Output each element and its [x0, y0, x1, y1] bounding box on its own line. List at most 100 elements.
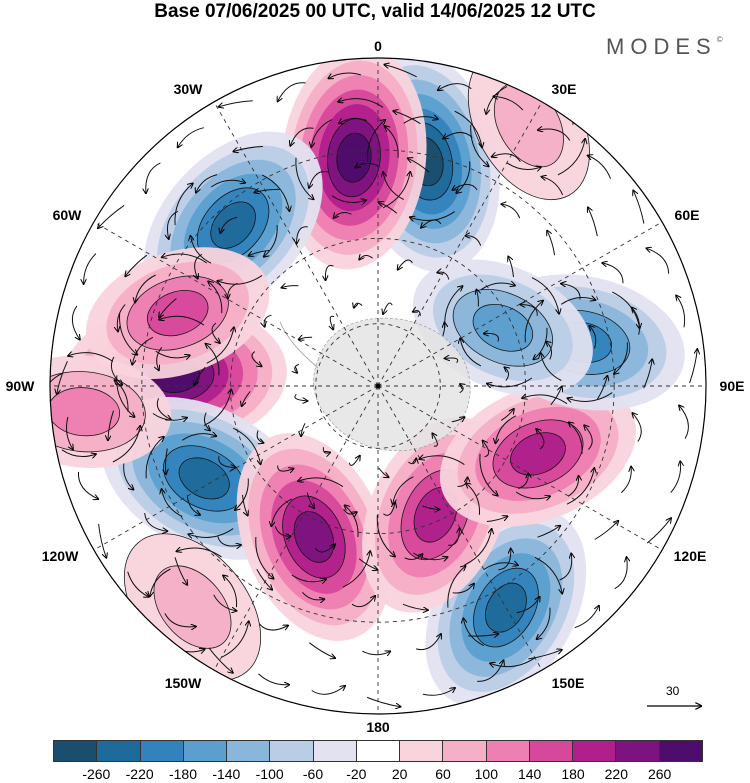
streamline-arrow — [162, 254, 207, 264]
colorbar-tick-label: -260 — [82, 766, 111, 782]
streamline-arrow — [298, 478, 344, 488]
streamline-arrow — [383, 172, 404, 200]
streamline-arrow — [277, 465, 294, 472]
streamline-arrow — [454, 110, 482, 147]
streamline-arrow — [566, 468, 594, 505]
streamline-arrow — [343, 508, 357, 514]
streamline-arrow — [421, 219, 442, 228]
streamline-arrow — [219, 100, 253, 107]
streamline-arrow — [242, 494, 248, 516]
colorbar-tick-label: -20 — [346, 766, 367, 782]
streamline-arrow — [483, 563, 518, 570]
latitude-circle — [141, 149, 615, 623]
map-border — [49, 57, 707, 715]
streamline-arrow — [524, 301, 543, 343]
streamline-arrow — [366, 696, 400, 706]
streamline-arrow — [208, 647, 233, 673]
streamline-arrow — [208, 282, 223, 314]
streamline-arrow — [422, 688, 455, 696]
colorbar-tick-label: 140 — [517, 766, 542, 782]
streamline-arrow — [538, 129, 571, 141]
streamline-arrow — [290, 127, 314, 146]
streamline-arrow — [379, 202, 398, 214]
streamline-arrow — [528, 650, 561, 660]
streamline-arrow — [633, 191, 645, 224]
streamline-arrow — [311, 119, 333, 147]
streamline-arrow — [295, 157, 314, 200]
streamline-arrow — [77, 471, 98, 499]
streamline-arrow — [546, 342, 553, 360]
colorbar-swatch — [615, 741, 659, 761]
meridian-line — [377, 385, 677, 559]
streamline-arrow — [314, 544, 335, 553]
streamline-arrow — [561, 298, 595, 305]
streamline-arrow — [61, 449, 96, 457]
streamline-arrow — [145, 437, 164, 479]
streamline-arrow — [457, 477, 468, 487]
streamline-arrow — [331, 195, 366, 203]
colorbar-swatch — [572, 741, 616, 761]
colorbar-tick-label: -100 — [255, 766, 284, 782]
streamline-arrow — [594, 521, 619, 540]
streamline-arrow — [516, 597, 540, 614]
streamline-arrow — [108, 410, 114, 441]
streamline-arrow — [178, 127, 204, 148]
colorbar-swatch — [442, 741, 486, 761]
streamline-arrow — [334, 211, 352, 217]
streamline-arrow — [588, 156, 612, 179]
streamline-arrow — [432, 433, 438, 447]
streamline-arrow — [676, 296, 686, 328]
streamline-arrow — [492, 154, 521, 162]
streamline-arrow — [522, 395, 568, 405]
streamline-arrow — [258, 623, 288, 631]
streamline-arrow — [68, 353, 114, 362]
streamline-arrow — [398, 259, 413, 270]
lon-label-30w: 30W — [173, 81, 203, 97]
streamline-arrow — [345, 505, 359, 538]
streamline-arrow — [588, 208, 598, 237]
streamline-arrow — [291, 574, 326, 582]
streamline-arrow — [490, 657, 536, 667]
streamline-arrow — [415, 634, 441, 651]
lon-label-180: 180 — [366, 719, 390, 735]
streamline-arrow — [547, 231, 556, 256]
streamline-arrow — [376, 514, 395, 557]
streamline-arrow — [57, 360, 68, 394]
lon-label-60e: 60E — [674, 207, 700, 223]
streamline-arrow — [258, 673, 289, 685]
colorbar-tick-label: 180 — [561, 766, 585, 782]
streamline-arrow — [256, 430, 263, 443]
streamline-arrow — [354, 303, 363, 307]
colorbar-tick-label: -60 — [302, 766, 324, 782]
streamline-arrow — [614, 557, 628, 590]
streamline-arrow — [251, 351, 262, 367]
streamline-arrow — [596, 376, 607, 400]
meridian-line — [377, 213, 677, 387]
streamline-arrow — [322, 447, 330, 453]
streamline-arrow — [567, 476, 579, 497]
meridian-line — [205, 385, 379, 685]
streamline-arrow — [278, 82, 306, 102]
streamline-arrow — [150, 568, 171, 596]
streamline-arrow — [255, 536, 274, 579]
brand-name: MODES — [606, 34, 717, 59]
streamline-arrow — [211, 322, 220, 343]
streamline-arrow — [235, 478, 249, 510]
streamline-arrow — [468, 634, 498, 636]
streamline-arrow — [447, 566, 466, 608]
streamline-arrow — [448, 528, 459, 546]
colorbar-swatch — [399, 741, 443, 761]
streamline-arrow — [282, 286, 299, 288]
streamline-arrow — [264, 314, 272, 327]
streamline-arrow — [384, 65, 417, 78]
streamline-arrow — [329, 72, 362, 78]
meridian-line — [79, 385, 379, 559]
streamline-arrow — [689, 349, 698, 384]
meridian-line — [377, 87, 551, 387]
streamline-arrow — [483, 441, 490, 458]
streamline-arrow — [385, 126, 399, 158]
streamline-arrow — [174, 557, 187, 584]
streamline-arrow — [325, 265, 334, 281]
streamline-arrow — [486, 516, 508, 522]
streamline-arrow — [297, 226, 308, 244]
